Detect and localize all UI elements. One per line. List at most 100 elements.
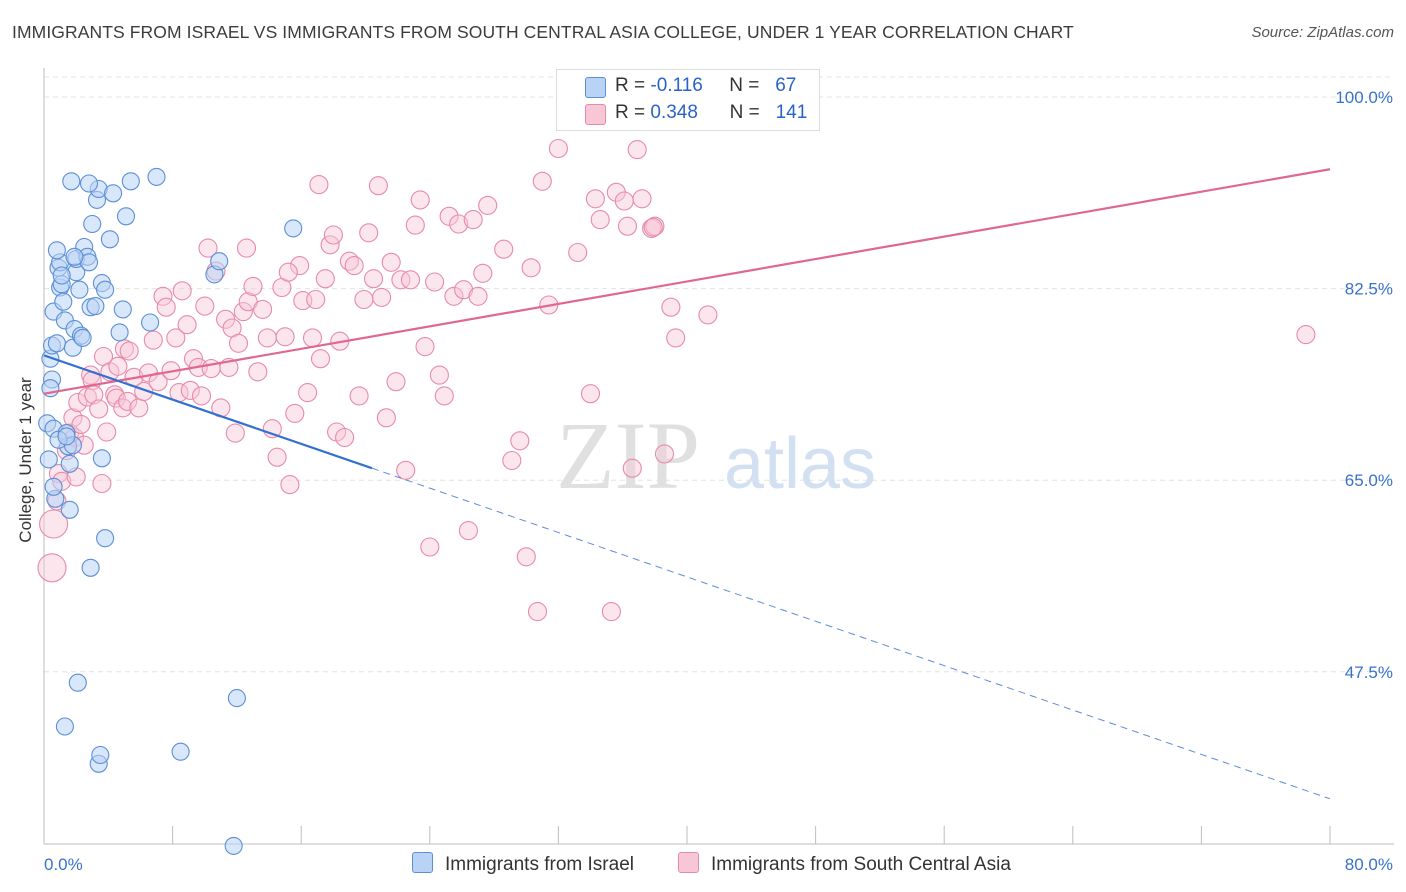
point-israel — [70, 280, 89, 299]
point-south-central-asia — [236, 238, 257, 258]
point-south-central-asia — [201, 358, 221, 379]
point-israel — [60, 500, 79, 519]
point-south-central-asia — [225, 423, 245, 443]
point-israel — [62, 172, 81, 191]
point-south-central-asia — [396, 460, 416, 480]
grid-lines — [44, 76, 1394, 673]
point-south-central-asia — [1296, 325, 1316, 345]
point-israel — [147, 167, 166, 186]
point-israel — [44, 477, 63, 496]
point-south-central-asia — [568, 242, 588, 263]
point-israel — [227, 689, 246, 708]
point-south-central-asia — [376, 408, 396, 428]
x-tick-label-min: 0.0% — [44, 855, 83, 874]
point-israel — [65, 247, 84, 266]
point-israel — [96, 280, 115, 299]
point-israel — [96, 529, 115, 548]
point-south-central-asia — [233, 302, 253, 322]
point-south-central-asia — [425, 272, 445, 292]
point-south-central-asia — [458, 521, 478, 541]
point-israel — [100, 230, 119, 249]
point-south-central-asia — [39, 509, 69, 539]
bottom-legend-south-central-asia: Immigrants from South Central Asia — [678, 852, 1011, 876]
point-israel — [110, 323, 129, 342]
point-south-central-asia — [386, 372, 406, 392]
point-israel — [47, 241, 66, 260]
source-label: Source: ZipAtlas.com — [1251, 24, 1394, 41]
chart-title: IMMIGRANTS FROM ISRAEL VS IMMIGRANTS FRO… — [12, 22, 1074, 42]
point-south-central-asia — [129, 398, 149, 418]
point-south-central-asia — [368, 176, 388, 196]
point-south-central-asia — [643, 217, 663, 237]
bottom-legend-label-israel: Immigrants from Israel — [445, 854, 634, 875]
point-south-central-asia — [645, 216, 665, 236]
point-south-central-asia — [298, 383, 318, 403]
point-south-central-asia — [248, 362, 268, 382]
point-israel — [113, 300, 132, 319]
legend-swatch-south-central-asia — [585, 104, 606, 125]
point-south-central-asia — [434, 386, 454, 406]
point-south-central-asia — [580, 384, 601, 404]
point-south-central-asia — [309, 175, 329, 195]
point-israel — [54, 292, 73, 311]
point-south-central-asia — [510, 431, 530, 451]
point-israel — [224, 836, 243, 855]
point-south-central-asia — [617, 216, 638, 236]
y-tick-label: 65.0% — [1345, 471, 1393, 490]
point-south-central-asia — [302, 328, 323, 348]
series-israel — [38, 167, 303, 855]
legend-r-label: R = — [615, 75, 646, 96]
legend-n-value: 67 — [775, 75, 797, 96]
point-south-central-asia — [400, 270, 421, 290]
point-israel — [116, 207, 136, 226]
point-south-central-asia — [306, 289, 326, 310]
point-south-central-asia — [315, 269, 335, 289]
legend-n-label: N = — [729, 102, 760, 123]
point-south-central-asia — [439, 206, 459, 226]
legend-n-value: 141 — [775, 102, 808, 123]
bottom-legend-swatch-south-central-asia — [678, 852, 699, 873]
point-israel — [141, 313, 160, 332]
point-south-central-asia — [527, 602, 548, 622]
point-south-central-asia — [166, 328, 186, 348]
point-south-central-asia — [654, 444, 675, 464]
point-south-central-asia — [119, 341, 139, 361]
point-south-central-asia — [391, 270, 411, 290]
point-south-central-asia — [143, 330, 163, 350]
point-south-central-asia — [257, 328, 277, 348]
point-south-central-asia — [275, 327, 295, 347]
point-israel — [91, 745, 110, 765]
point-south-central-asia — [285, 403, 305, 423]
point-israel — [121, 172, 140, 191]
point-israel — [210, 252, 229, 271]
point-south-central-asia — [405, 215, 425, 235]
point-south-central-asia — [463, 210, 483, 230]
point-south-central-asia — [381, 252, 401, 272]
point-israel — [92, 449, 111, 468]
point-south-central-asia — [627, 140, 647, 160]
point-south-central-asia — [310, 349, 331, 369]
point-israel — [83, 214, 102, 234]
legend-r-value: 0.348 — [650, 102, 698, 123]
axes — [43, 68, 1394, 845]
point-south-central-asia — [278, 262, 298, 282]
point-south-central-asia — [153, 286, 173, 306]
point-south-central-asia — [267, 447, 287, 467]
point-israel — [171, 742, 190, 761]
point-south-central-asia — [71, 414, 91, 434]
point-south-central-asia — [502, 450, 522, 471]
series-south-central-asia — [37, 138, 1316, 622]
watermark: ZIP atlas — [556, 402, 876, 509]
point-south-central-asia — [180, 380, 200, 400]
legend-r-value: -0.116 — [650, 75, 703, 96]
point-south-central-asia — [335, 427, 355, 448]
point-south-central-asia — [195, 296, 215, 316]
point-south-central-asia — [106, 388, 126, 408]
point-south-central-asia — [521, 258, 541, 278]
point-south-central-asia — [118, 391, 138, 411]
point-south-central-asia — [494, 239, 514, 259]
point-south-central-asia — [415, 337, 435, 357]
point-south-central-asia — [642, 218, 662, 238]
trend-line-israel-extrapolated — [371, 467, 1331, 800]
